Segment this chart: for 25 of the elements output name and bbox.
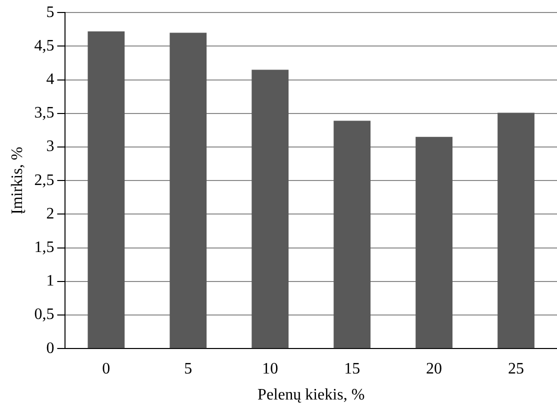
x-axis-title: Pelenų kiekis, % [258, 386, 365, 404]
y-tick-label: 5 [46, 4, 54, 21]
bar [252, 70, 289, 348]
y-tick-label: 2,5 [34, 172, 54, 189]
y-tick-label: 2 [46, 205, 54, 222]
bar [88, 31, 125, 348]
bar [334, 120, 371, 348]
bar [170, 32, 207, 348]
bar [416, 136, 452, 348]
y-tick-label: 0 [46, 340, 54, 357]
x-tick-label: 5 [184, 360, 192, 378]
y-tick-label: 4 [46, 71, 54, 88]
y-tick-label: 0,5 [34, 306, 54, 324]
y-tick-label: 3 [46, 138, 54, 156]
y-tick-label: 3,5 [34, 104, 54, 122]
x-tick-label: 10 [262, 360, 278, 378]
y-axis-title: Įmirkis, % [8, 146, 26, 214]
x-tick-label: 0 [102, 360, 110, 378]
x-tick-label: 25 [508, 360, 524, 378]
y-tick-label: 1,5 [34, 239, 54, 256]
bar [498, 112, 534, 348]
y-tick-label: 4,5 [34, 37, 54, 54]
x-tick-label: 15 [344, 360, 360, 378]
y-tick-label: 1 [46, 272, 54, 290]
x-tick-label: 20 [426, 360, 442, 378]
